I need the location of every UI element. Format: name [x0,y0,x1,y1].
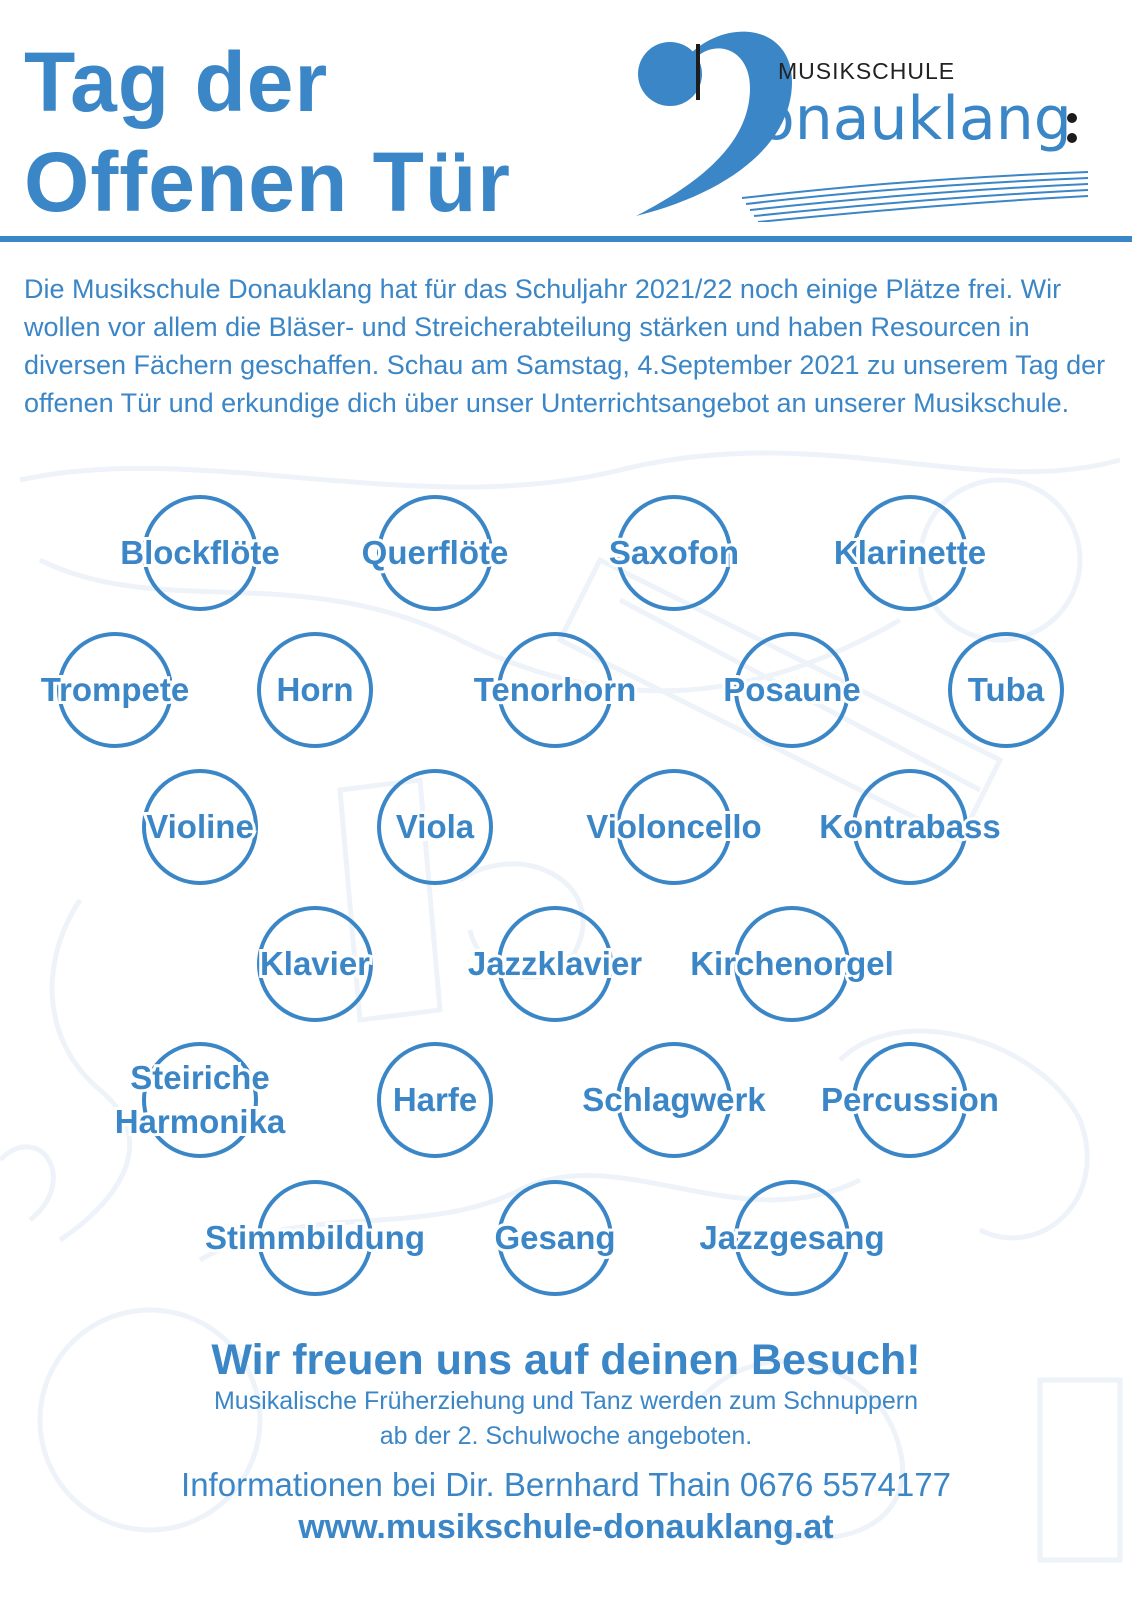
instrument-circle [377,1042,493,1158]
instrument-label: Violine [50,805,350,849]
instrument-label-line: Tenorhorn [471,668,640,711]
offer-note-line-1: Musikalische Früherziehung und Tanz werd… [213,1387,919,1415]
instrument-circle [734,632,850,748]
instrument-label: Kontrabass [760,805,1060,849]
instrument-label: Jazzgesang [642,1216,942,1260]
instrument-circle [616,1042,732,1158]
logo-donauklang-text: onauklang [758,84,1072,154]
instrument-label: Jazzklavier [405,942,705,986]
instrument-circle [142,495,258,611]
instrument-label: Posaune [642,668,942,712]
instrument-label: Klarinette [760,531,1060,575]
instrument-label: Horn [165,668,465,712]
instrument-circle [142,769,258,885]
instrument-label-line: Violoncello [583,805,764,848]
school-logo: MUSIKSCHULE onauklang [632,22,1112,222]
instrument-label: Saxofon [524,531,824,575]
instrument-label-line: Klarinette [831,531,989,574]
instrument-label-line: Jazzgesang [696,1216,887,1259]
instrument-label-line: Harfe [390,1078,480,1121]
instrument-label: Gesang [405,1216,705,1260]
instrument-label-line: Saxofon [606,531,742,574]
instrument-label-line: Klavier [257,942,373,985]
instrument-circle [616,769,732,885]
instrument-label-line: Kirchenorgel [687,942,897,985]
instrument-label-line: Stimmbildung [202,1216,428,1259]
instrument-circle [257,906,373,1022]
instrument-label-line: Horn [274,668,357,711]
instrument-label: Blockflöte [50,531,350,575]
offer-note: Musikalische Früherziehung und Tanz werd… [0,1384,1132,1454]
instrument-label-line: Viola [393,805,477,848]
instrument-circle [852,769,968,885]
instrument-label-line: Violine [143,805,257,848]
instrument-label: Querflöte [285,531,585,575]
offer-note-line-2: ab der 2. Schulwoche angeboten. [379,1422,753,1450]
page-title: Tag der Offenen Tür [24,32,511,232]
instrument-label: Percussion [760,1078,1060,1122]
instrument-label: Schlagwerk [524,1078,824,1122]
instrument-label: Trompete [0,668,265,712]
instrument-circle [377,769,493,885]
instrument-label: Tenorhorn [405,668,705,712]
bass-clef-logo-icon [636,31,1089,222]
instrument-circle [734,1180,850,1296]
instrument-circle [734,906,850,1022]
instrument-label: Klavier [165,942,465,986]
instrument-label-line: Gesang [491,1216,618,1259]
title-line-1: Tag der [24,35,329,129]
instrument-circle [852,495,968,611]
intro-paragraph: Die Musikschule Donauklang hat für das S… [24,274,1106,418]
instrument-label: Kirchenorgel [642,942,942,986]
title-line-2: Offenen Tür [24,135,511,229]
instrument-circle [377,495,493,611]
instrument-label-line: Harmonika [112,1100,289,1143]
instrument-label: Steiriche Harmonika [50,1056,350,1144]
instrument-label-line: Tuba [965,668,1047,711]
instrument-label: Stimmbildung [165,1216,465,1260]
instrument-circle [257,1180,373,1296]
instrument-circle [616,495,732,611]
instrument-label: Harfe [285,1078,585,1122]
instrument-circle [852,1042,968,1158]
instrument-circle [57,632,173,748]
instrument-label-line: Querflöte [359,531,512,574]
instrument-label-line: Posaune [720,668,864,711]
instrument-label-line: Schlagwerk [579,1078,768,1121]
instrument-circle [257,632,373,748]
instrument-label: Violoncello [524,805,824,849]
logo-musikschule-text: MUSIKSCHULE [778,58,956,84]
instrument-label-line: Kontrabass [816,805,1004,848]
instrument-label-line: Trompete [38,668,193,711]
instrument-label-line: Percussion [818,1078,1002,1121]
instrument-label: Viola [285,805,585,849]
instrument-circle [497,632,613,748]
instrument-circle [497,1180,613,1296]
instrument-label-line: Blockflöte [117,531,283,574]
closing-headline: Wir freuen uns auf deinen Besuch! [211,1336,921,1384]
website-link[interactable]: www.musikschule-donauklang.at [298,1508,834,1546]
instrument-circle [948,632,1064,748]
instrument-label: Tuba [856,668,1132,712]
contact-info: Informationen bei Dir. Bernhard Thain 06… [181,1466,951,1503]
instrument-circle [142,1042,258,1158]
instrument-label-line: Steiriche [127,1056,272,1099]
header-divider [0,236,1132,242]
instrument-circle [497,906,613,1022]
instrument-label-line: Jazzklavier [465,942,645,985]
